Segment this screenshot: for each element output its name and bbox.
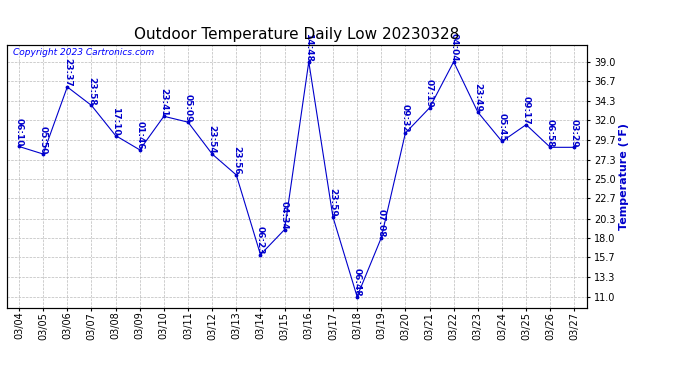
- Text: 05:50: 05:50: [39, 126, 48, 154]
- Text: 06:48: 06:48: [353, 268, 362, 297]
- Text: 09:32: 09:32: [401, 104, 410, 133]
- Text: 04:04: 04:04: [449, 33, 458, 62]
- Title: Outdoor Temperature Daily Low 20230328: Outdoor Temperature Daily Low 20230328: [134, 27, 460, 42]
- Y-axis label: Temperature (°F): Temperature (°F): [619, 123, 629, 230]
- Text: 06:23: 06:23: [256, 226, 265, 255]
- Text: 07:08: 07:08: [377, 209, 386, 238]
- Text: 05:45: 05:45: [497, 113, 506, 141]
- Text: 23:54: 23:54: [208, 125, 217, 154]
- Text: 03:29: 03:29: [570, 119, 579, 147]
- Text: 23:58: 23:58: [87, 77, 96, 105]
- Text: 07:19: 07:19: [425, 79, 434, 108]
- Text: 23:41: 23:41: [159, 87, 168, 116]
- Text: 06:58: 06:58: [546, 119, 555, 147]
- Text: 01:46: 01:46: [135, 121, 144, 150]
- Text: 23:56: 23:56: [232, 146, 241, 175]
- Text: 06:10: 06:10: [14, 118, 23, 147]
- Text: 23:59: 23:59: [328, 188, 337, 217]
- Text: 05:09: 05:09: [184, 94, 193, 122]
- Text: 04:34: 04:34: [280, 201, 289, 230]
- Text: 23:49: 23:49: [473, 83, 482, 112]
- Text: 17:10: 17:10: [111, 107, 120, 136]
- Text: Copyright 2023 Cartronics.com: Copyright 2023 Cartronics.com: [12, 48, 154, 57]
- Text: 09:17: 09:17: [522, 96, 531, 124]
- Text: 14:48: 14:48: [304, 33, 313, 62]
- Text: 23:37: 23:37: [63, 58, 72, 87]
